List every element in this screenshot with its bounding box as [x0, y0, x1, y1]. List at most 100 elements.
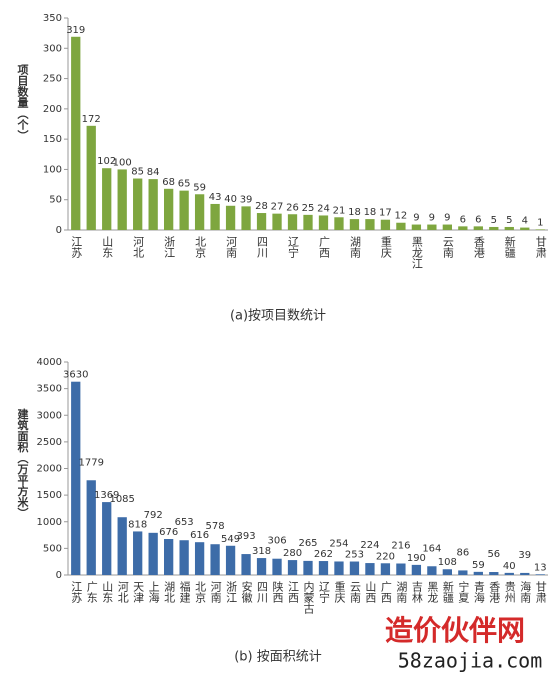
- bar: [473, 226, 483, 230]
- bar: [349, 561, 360, 575]
- value-label: 164: [422, 543, 441, 554]
- bar: [411, 224, 422, 230]
- bar: [241, 554, 251, 575]
- x-tick-label: 江西: [287, 581, 300, 603]
- x-tick-label: 浙江: [163, 236, 176, 258]
- bar: [194, 194, 205, 230]
- value-label: 393: [237, 531, 256, 542]
- x-tick-label: 云南: [441, 236, 454, 258]
- x-tick-label: 广东: [85, 581, 98, 603]
- y-tick-label: 1000: [37, 517, 62, 528]
- bar: [489, 572, 499, 575]
- bar: [318, 561, 329, 575]
- x-tick-label: 北京: [194, 236, 207, 259]
- bar: [210, 203, 220, 230]
- y-tick-label: 100: [43, 164, 62, 175]
- x-tick-label: 青海: [472, 581, 485, 604]
- bar: [256, 213, 267, 230]
- bar: [179, 190, 189, 230]
- value-label: 39: [518, 550, 531, 561]
- y-tick-label: 3000: [37, 410, 62, 421]
- value-label: 5: [491, 215, 497, 226]
- x-tick-label: 吉林: [410, 581, 423, 603]
- x-tick-label: 河南: [225, 236, 238, 258]
- x-tick-label: 辽宁: [317, 581, 330, 603]
- bar: [194, 542, 205, 575]
- value-label: 39: [240, 194, 253, 205]
- bar: [256, 558, 267, 575]
- x-tick-label: 新疆: [441, 580, 454, 603]
- bar: [287, 560, 298, 575]
- value-label: 1085: [109, 494, 134, 505]
- watermark-url: 58zaojia.com: [398, 649, 543, 673]
- bar: [86, 480, 96, 575]
- bar: [241, 206, 251, 230]
- x-tick-label: 贵州: [503, 581, 516, 603]
- value-label: 792: [144, 510, 163, 521]
- value-label: 280: [283, 548, 302, 559]
- bar: [535, 229, 545, 230]
- x-tick-label: 上海: [147, 581, 160, 604]
- value-label: 3630: [63, 370, 88, 381]
- bar: [396, 563, 406, 575]
- value-label: 254: [329, 538, 348, 549]
- value-label: 818: [128, 519, 147, 530]
- bar: [303, 214, 313, 230]
- value-label: 253: [345, 550, 364, 561]
- x-tick-label: 甘肃: [534, 581, 547, 604]
- value-label: 18: [364, 207, 377, 218]
- value-label: 12: [395, 211, 408, 222]
- value-label: 262: [314, 549, 333, 560]
- value-label: 5: [506, 215, 512, 226]
- y-tick-label: 1500: [37, 490, 62, 501]
- value-label: 1779: [78, 457, 103, 468]
- x-tick-label: 四川: [256, 236, 269, 258]
- chart-title: (a)按项目数统计: [230, 309, 326, 324]
- value-label: 40: [224, 194, 237, 205]
- x-tick-label: 广西: [317, 236, 330, 258]
- bar: [411, 564, 422, 575]
- bar: [334, 561, 344, 575]
- value-label: 190: [407, 553, 426, 564]
- value-label: 319: [66, 25, 85, 36]
- value-label: 18: [348, 207, 361, 218]
- bar: [380, 563, 391, 575]
- x-tick-label: 黑龙: [426, 581, 439, 603]
- x-tick-label: 湖南: [348, 236, 361, 258]
- bar: [164, 539, 174, 575]
- value-label: 13: [534, 562, 547, 573]
- bar: [458, 226, 468, 230]
- value-label: 86: [456, 547, 469, 558]
- y-tick-label: 300: [43, 43, 62, 54]
- value-label: 6: [460, 214, 466, 225]
- bar: [349, 219, 360, 230]
- bar: [318, 215, 329, 230]
- x-tick-label: 福建: [178, 580, 191, 604]
- x-tick-label: 新疆: [503, 235, 516, 258]
- y-tick-label: 2500: [37, 437, 62, 448]
- value-label: 56: [487, 549, 500, 560]
- y-tick-label: 0: [56, 225, 62, 236]
- value-label: 65: [178, 179, 191, 190]
- bar: [504, 226, 514, 230]
- value-label: 265: [298, 538, 317, 549]
- x-tick-label: 山东: [101, 236, 114, 258]
- value-label: 224: [360, 540, 379, 551]
- x-tick-label: 海南: [519, 580, 532, 603]
- bar: [179, 540, 189, 575]
- y-axis-label: 建筑面积（万平方米）: [16, 407, 30, 518]
- x-tick-label: 黑龙江: [410, 236, 423, 269]
- bar: [427, 566, 437, 575]
- y-tick-label: 150: [43, 134, 62, 145]
- value-label: 220: [376, 551, 395, 562]
- bar: [117, 517, 127, 575]
- bar: [303, 560, 313, 575]
- value-label: 616: [190, 530, 209, 541]
- bar: [148, 179, 158, 230]
- x-tick-label: 香港: [488, 581, 501, 603]
- watermark-name: 造价伙伴网: [385, 614, 525, 647]
- value-label: 27: [271, 202, 284, 213]
- x-tick-label: 河北: [132, 236, 145, 258]
- x-tick-label: 宁夏: [457, 580, 470, 603]
